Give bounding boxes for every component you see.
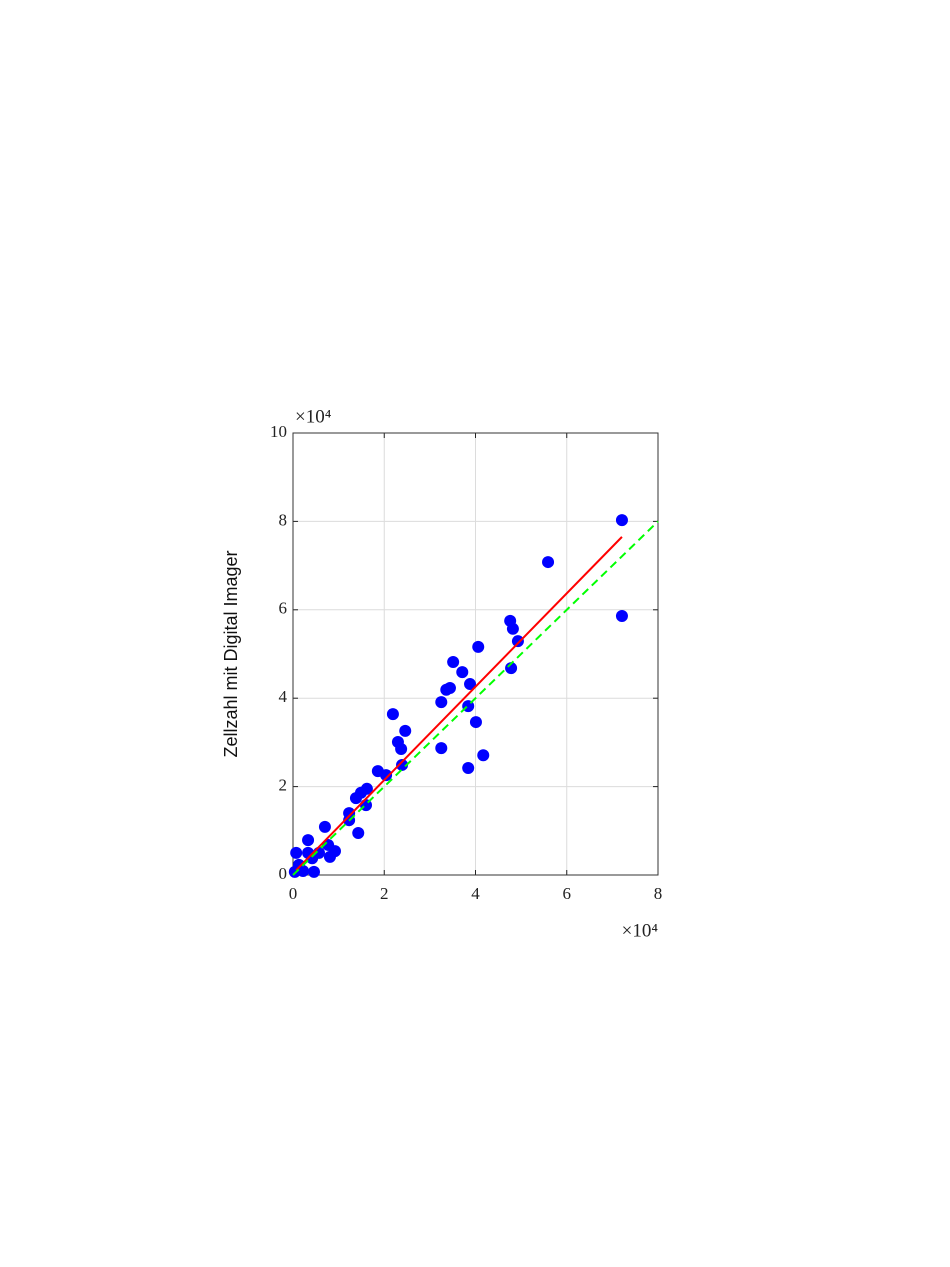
- point: [505, 662, 518, 675]
- plot-frame: [292, 432, 659, 876]
- point: [443, 682, 456, 695]
- line: [295, 536, 623, 871]
- point: [511, 635, 524, 648]
- y-tick-label: 8: [279, 510, 288, 529]
- y-tick-label: 2: [279, 776, 288, 795]
- line: [292, 520, 659, 876]
- point: [396, 758, 409, 771]
- y-axis-title: Zellzahl mit Digital Imager: [221, 550, 241, 757]
- point: [290, 846, 303, 859]
- point: [386, 708, 399, 721]
- point: [615, 609, 628, 622]
- y-multiplier: ×10⁴: [295, 406, 332, 427]
- point: [306, 852, 319, 865]
- y-tick-label: 0: [279, 864, 288, 883]
- point: [542, 556, 555, 569]
- point: [462, 762, 475, 775]
- point: [349, 792, 362, 805]
- point: [447, 655, 460, 668]
- point: [472, 640, 485, 653]
- point: [352, 827, 365, 840]
- point: [380, 769, 393, 782]
- x-multiplier: ×10⁴: [622, 920, 659, 941]
- point: [395, 743, 408, 756]
- point: [469, 716, 482, 729]
- x-tick-label: 4: [471, 884, 480, 903]
- y-tick-label: 6: [279, 599, 288, 618]
- point: [435, 742, 448, 755]
- point: [506, 622, 519, 635]
- point: [318, 820, 331, 833]
- x-tick-label: 6: [563, 884, 572, 903]
- y-tick-label: 4: [279, 687, 288, 706]
- point: [307, 865, 320, 878]
- point: [615, 514, 628, 527]
- x-tick-label: 0: [289, 884, 298, 903]
- point: [302, 834, 315, 847]
- point: [464, 678, 477, 691]
- point: [399, 724, 412, 737]
- x-tick-label: 8: [654, 884, 663, 903]
- x-tick-label: 2: [380, 884, 389, 903]
- point: [456, 666, 469, 679]
- point: [477, 749, 490, 762]
- y-tick-label: 10: [270, 422, 287, 441]
- point: [323, 850, 336, 863]
- point: [435, 696, 448, 709]
